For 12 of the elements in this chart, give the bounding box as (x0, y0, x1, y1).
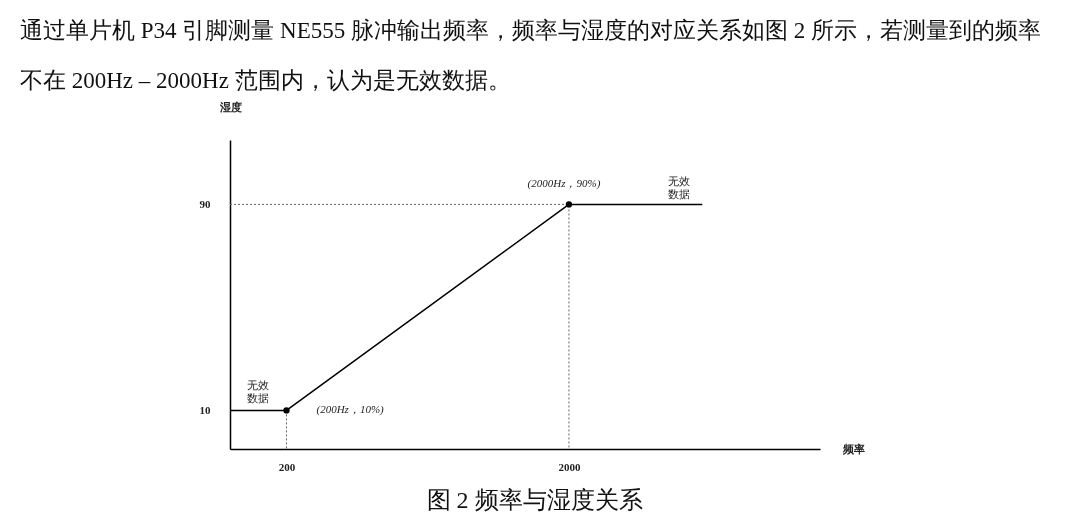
x-axis-title: 频率 (841, 442, 865, 455)
x-tick-label: 2000 (558, 460, 581, 473)
caption: 图 2 频率与湿度关系 (425, 486, 644, 515)
y-tick-label: 10 (199, 403, 211, 416)
annotation: 无效数据 (247, 379, 270, 405)
annotation: (2000Hz，90%) (527, 177, 601, 191)
y-tick-label: 90 (199, 197, 211, 210)
annotation: (200Hz，10%) (316, 403, 385, 417)
annotation: 无效数据 (667, 175, 690, 201)
x-tick-label: 200 (278, 460, 296, 473)
y-axis-title: 湿度 (218, 100, 242, 113)
chart-title: 通过单片机 P34 引脚测量 NE555 脉冲输出频率，频率与湿度的对应关系如图 2 所示，若测量到的频率不在 200Hz – 2000Hz 范围内，认为是无效数据。 (20, 18, 1041, 93)
